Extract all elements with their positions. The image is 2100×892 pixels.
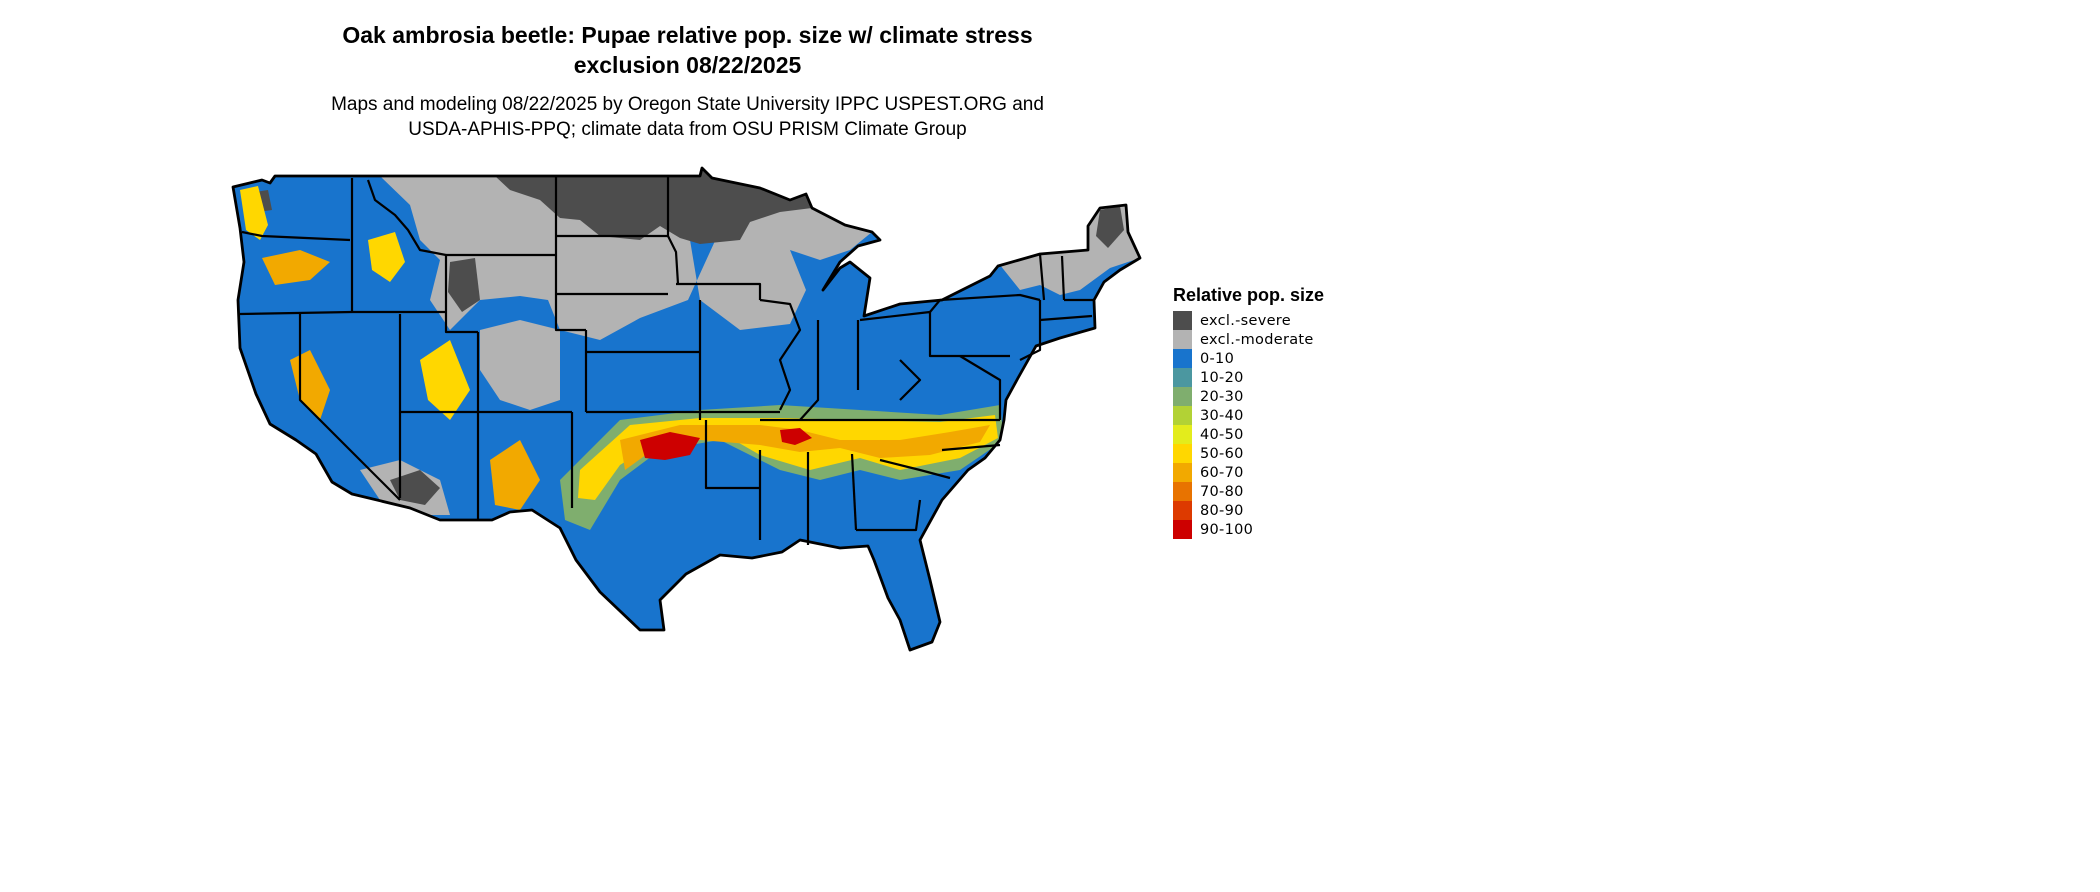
legend-label: 40-50 <box>1200 426 1244 443</box>
legend-item: 80-90 <box>1173 501 1324 520</box>
subtitle-line-1: Maps and modeling 08/22/2025 by Oregon S… <box>331 94 1044 115</box>
legend-label: 70-80 <box>1200 483 1244 500</box>
legend-label: 10-20 <box>1200 369 1244 386</box>
zone-peak-texas <box>640 432 700 460</box>
zone-warm-idaho <box>368 232 405 282</box>
legend-swatch <box>1173 311 1192 330</box>
legend-swatch <box>1173 406 1192 425</box>
legend-label: excl.-moderate <box>1200 331 1314 348</box>
title-line-2: exclusion 08/22/2025 <box>573 52 802 78</box>
legend-item: 70-80 <box>1173 482 1324 501</box>
title-line-1: Oak ambrosia beetle: Pupae relative pop.… <box>342 22 1033 48</box>
zone-severe-north <box>495 168 812 244</box>
us-map <box>231 166 1142 652</box>
legend-swatch <box>1173 330 1192 349</box>
legend-item: excl.-moderate <box>1173 330 1324 349</box>
legend-swatch <box>1173 349 1192 368</box>
legend-label: 60-70 <box>1200 464 1244 481</box>
legend-item: 60-70 <box>1173 463 1324 482</box>
legend-item: 50-60 <box>1173 444 1324 463</box>
zone-peak-tennessee <box>780 428 812 445</box>
zone-moderate-lakes <box>740 205 872 260</box>
legend-item: 40-50 <box>1173 425 1324 444</box>
legend-label: 20-30 <box>1200 388 1244 405</box>
legend-item: 30-40 <box>1173 406 1324 425</box>
legend-swatch <box>1173 387 1192 406</box>
legend-swatch <box>1173 501 1192 520</box>
zone-severe-arizona <box>390 470 440 505</box>
legend-swatch <box>1173 368 1192 387</box>
legend-label: 50-60 <box>1200 445 1244 462</box>
legend-swatch <box>1173 463 1192 482</box>
legend-item: 90-100 <box>1173 520 1324 539</box>
legend-swatch <box>1173 425 1192 444</box>
map-title: Oak ambrosia beetle: Pupae relative pop.… <box>0 20 1375 80</box>
legend-label: excl.-severe <box>1200 312 1291 329</box>
legend-label: 80-90 <box>1200 502 1244 519</box>
legend-label: 90-100 <box>1200 521 1254 538</box>
legend-swatch <box>1173 482 1192 501</box>
legend-title: Relative pop. size <box>1173 285 1325 305</box>
legend-item: excl.-severe <box>1173 311 1324 330</box>
legend-item: 10-20 <box>1173 368 1324 387</box>
zone-severe-maine <box>1096 206 1124 248</box>
zone-warm-oregon <box>262 250 330 285</box>
map-subtitle: Maps and modeling 08/22/2025 by Oregon S… <box>0 92 1375 142</box>
zone-severe-rockies <box>448 258 480 312</box>
legend-item: 20-30 <box>1173 387 1324 406</box>
zone-moderate-plains <box>380 176 806 340</box>
zone-warm-utah <box>420 340 470 420</box>
zone-warm-washington <box>240 186 268 240</box>
legend-items: excl.-severe excl.-moderate 0-10 10-20 20-30… <box>1173 311 1324 539</box>
zone-moderate-rockies <box>480 320 560 410</box>
legend-label: 0-10 <box>1200 350 1235 367</box>
legend: Relative pop. size excl.-severe excl.-mod… <box>1173 284 1324 539</box>
legend-swatch <box>1173 444 1192 463</box>
legend-label: 30-40 <box>1200 407 1244 424</box>
zone-high-south <box>620 425 990 470</box>
state-borders <box>239 176 1095 545</box>
legend-swatch <box>1173 520 1192 539</box>
subtitle-line-2: USDA-APHIS-PPQ; climate data from OSU PR… <box>408 119 967 140</box>
zone-warm-newmexico <box>490 440 540 510</box>
legend-item: 0-10 <box>1173 349 1324 368</box>
